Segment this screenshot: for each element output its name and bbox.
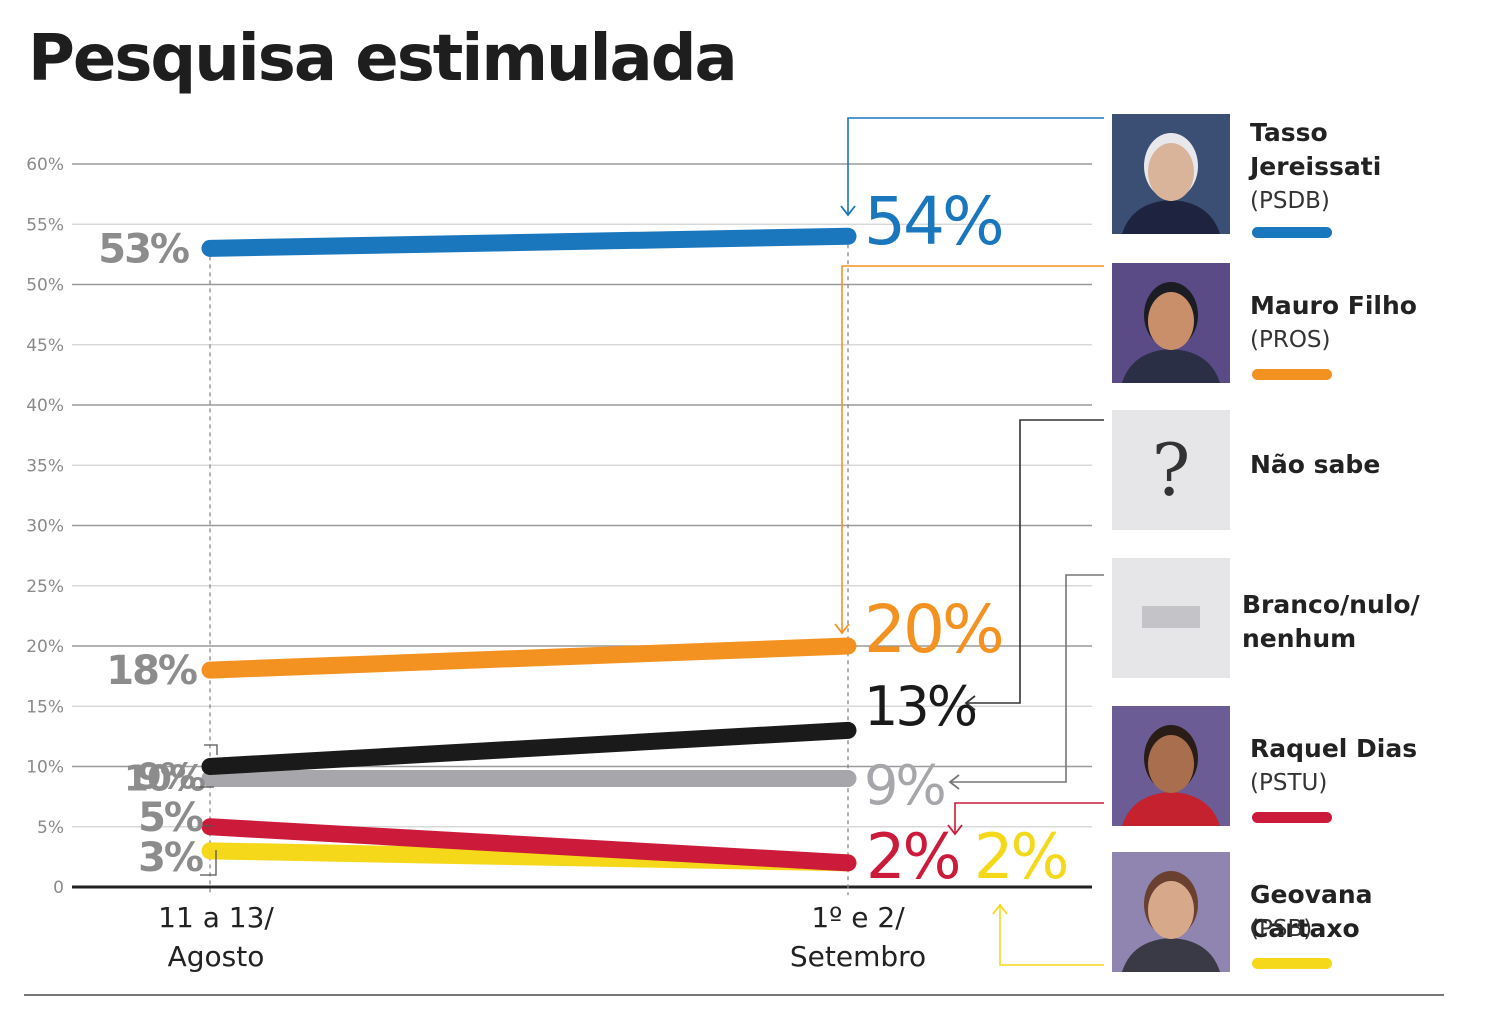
label-connector bbox=[200, 850, 217, 876]
legend-name: Branco/nulo/ nenhum bbox=[1242, 590, 1420, 653]
legend-name: Geovana Cartaxo bbox=[1250, 880, 1373, 943]
question-mark-icon: ? bbox=[1112, 410, 1230, 530]
legend-name: Não sabe bbox=[1250, 450, 1381, 479]
value-label-setembro: 13% bbox=[864, 675, 976, 738]
series-line-n-o-sabe bbox=[201, 721, 857, 775]
legend-item: Geovana Cartaxo (PSB) bbox=[1112, 852, 1492, 974]
y-tick-label: 55% bbox=[26, 215, 64, 235]
connector-mauro bbox=[841, 265, 1104, 633]
y-tick-label: 15% bbox=[26, 697, 64, 717]
x-tick-label: Setembro bbox=[790, 940, 926, 973]
raquel-photo bbox=[1112, 706, 1230, 826]
y-tick-label: 10% bbox=[26, 758, 64, 778]
arrow-head bbox=[992, 903, 1008, 915]
x-tick-label: Agosto bbox=[168, 940, 265, 973]
bottom-divider bbox=[24, 994, 1444, 996]
arrow-head bbox=[964, 695, 976, 711]
legend-party: (PSTU) bbox=[1250, 770, 1328, 796]
legend-item: Raquel Dias (PSTU) bbox=[1112, 706, 1492, 828]
legend-item: Mauro Filho (PROS) bbox=[1112, 263, 1492, 385]
arrow-head bbox=[840, 205, 856, 217]
y-tick-label: 25% bbox=[26, 577, 64, 597]
y-tick-label: 45% bbox=[26, 336, 64, 356]
connector-geovana bbox=[999, 905, 1104, 966]
value-label-agosto: 5% bbox=[138, 795, 203, 841]
y-tick-label: 50% bbox=[26, 276, 64, 296]
series-line-tasso-jereissati bbox=[201, 227, 857, 257]
legend-swatch bbox=[1252, 958, 1332, 969]
legend-item: ? Não sabe bbox=[1112, 410, 1492, 532]
value-label-setembro: 9% bbox=[864, 754, 944, 817]
value-label-agosto: 18% bbox=[106, 648, 197, 694]
line-chart: 05%10%15%20%25%30%35%40%45%50%55%60%11 a… bbox=[26, 117, 1104, 973]
arrow-head bbox=[948, 774, 960, 790]
legend-party: (PROS) bbox=[1250, 327, 1331, 353]
value-label-setembro: 54% bbox=[864, 183, 1002, 260]
y-tick-label: 40% bbox=[26, 396, 64, 416]
y-tick-label: 5% bbox=[37, 818, 64, 838]
value-label-agosto: 9% bbox=[137, 757, 195, 798]
page-title: Pesquisa estimulada bbox=[28, 22, 738, 96]
y-tick-label: 20% bbox=[26, 637, 64, 657]
geovana-photo bbox=[1112, 852, 1230, 972]
legend-name: Tasso Jereissati bbox=[1250, 118, 1382, 181]
legend-name: Mauro Filho bbox=[1250, 291, 1417, 320]
connector-nao-sabe bbox=[966, 419, 1104, 704]
x-tick-label: 1º e 2/ bbox=[811, 901, 905, 934]
arrow-head bbox=[834, 623, 850, 635]
blank-vote-icon bbox=[1112, 558, 1230, 678]
connector-tasso bbox=[847, 117, 1104, 215]
arrow-head bbox=[947, 824, 963, 836]
connector-raquel bbox=[954, 802, 1104, 834]
value-label-setembro: 20% bbox=[864, 591, 1002, 668]
legend-name: Raquel Dias bbox=[1250, 734, 1418, 763]
tasso-photo bbox=[1112, 114, 1230, 234]
label-connector bbox=[204, 744, 218, 755]
series-line-mauro-filho bbox=[201, 637, 857, 679]
y-tick-label: 60% bbox=[26, 155, 64, 175]
legend-swatch bbox=[1252, 812, 1332, 823]
value-label-setembro: 2% bbox=[866, 820, 958, 893]
value-label-agosto: 53% bbox=[98, 226, 189, 272]
legend-party: (PSB) bbox=[1250, 916, 1313, 942]
value-label-setembro: 2% bbox=[974, 820, 1066, 893]
series-line-raquel-dias bbox=[201, 818, 857, 872]
x-tick-label: 11 a 13/ bbox=[158, 901, 274, 934]
legend-item: Branco/nulo/ nenhum bbox=[1112, 558, 1492, 680]
connector-branco bbox=[950, 574, 1104, 783]
y-tick-label: 0 bbox=[53, 878, 64, 898]
legend-swatch bbox=[1252, 227, 1332, 238]
legend-swatch bbox=[1252, 369, 1332, 380]
value-label-agosto: 3% bbox=[138, 835, 203, 881]
value-label-agosto: 10% bbox=[124, 759, 205, 800]
legend-party: (PSDB) bbox=[1250, 188, 1330, 214]
mauro-photo bbox=[1112, 263, 1230, 383]
y-tick-label: 35% bbox=[26, 456, 64, 476]
legend-item: Tasso Jereissati (PSDB) bbox=[1112, 114, 1492, 238]
y-tick-label: 30% bbox=[26, 517, 64, 537]
